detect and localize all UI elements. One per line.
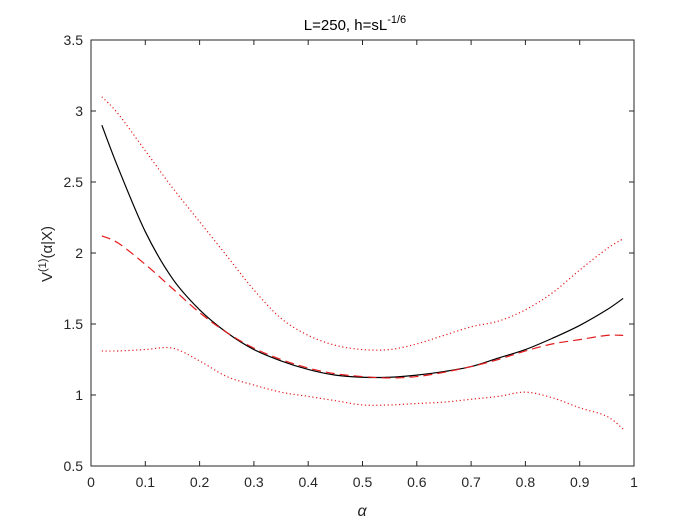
x-tick-label: 0.8 [516,474,536,490]
x-tick-label: 0.9 [570,474,590,490]
y-tick-label: 1.5 [64,316,84,332]
x-tick-label: 1 [630,474,638,490]
curves-group [101,96,624,430]
x-tick-label: 0.3 [244,474,264,490]
y-axis-label: V(1)(α|X) [37,226,56,282]
x-tick-label: 0 [87,474,95,490]
x-axis-ticks: 0 0.1 0.2 0.3 0.4 0.5 0.6 0.7 0.8 0.9 1 [87,40,638,490]
y-tick-label: 1 [75,387,83,403]
y-tick-label: 2 [75,245,83,261]
x-tick-label: 0.6 [407,474,427,490]
x-tick-label: 0.5 [353,474,373,490]
y-axis-ticks: 0.5 1 1.5 2 2.5 3 3.5 [64,32,634,474]
x-tick-label: 0.7 [461,474,481,490]
series-dashed-red-line [101,235,624,379]
series-solid-black-line [101,124,624,379]
x-tick-label: 0.2 [190,474,210,490]
y-tick-label: 2.5 [64,174,84,190]
plot-area [91,40,634,466]
y-tick-label: 3.5 [64,32,84,48]
y-tick-label: 3 [75,103,83,119]
chart-title: L=250, h=sL-1/6 [304,14,406,34]
y-tick-label: 0.5 [64,458,84,474]
x-axis-label: α [357,503,367,520]
x-tick-label: 0.4 [298,474,318,490]
x-tick-label: 0.1 [136,474,156,490]
